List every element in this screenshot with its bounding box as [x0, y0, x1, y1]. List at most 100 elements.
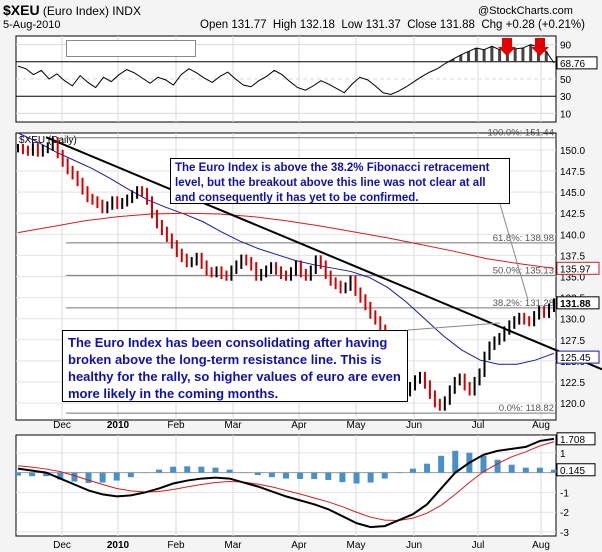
x-tick-label: Feb: [167, 420, 185, 431]
macd-tick-label: -1: [560, 488, 569, 499]
red-arrow-icon: [531, 38, 549, 56]
price-tick-label: 120.0: [560, 399, 585, 410]
ma200-value-box: [556, 261, 600, 275]
macd-histogram-bar: [494, 459, 501, 473]
rsi-tick-label: 50: [560, 75, 572, 86]
macd-histogram-bar: [268, 472, 275, 478]
x-tick-label: Apr: [291, 540, 307, 551]
rsi-last-value: 68.76: [560, 59, 585, 70]
macd-histogram-bar: [409, 468, 416, 473]
macd-histogram-bar: [99, 472, 106, 483]
x-tick-label: Jul: [472, 540, 485, 551]
macd-histogram-bar: [170, 466, 177, 473]
macd-histogram-bar: [424, 463, 431, 473]
x-tick-label: May: [347, 420, 366, 431]
price-tick-label: 140.0: [560, 230, 585, 241]
macd-histogram-bar: [508, 464, 515, 473]
ma200-value-box-text: 135.97: [560, 264, 591, 275]
last-price-box: [556, 296, 600, 310]
fibonacci-annotation: The Euro Index is above the 38.2% Fibona…: [170, 158, 510, 204]
x-tick-label: May: [347, 540, 366, 551]
macd-histogram-bar: [283, 472, 289, 479]
macd-histogram-bar: [381, 472, 388, 479]
macd-histogram-bar: [57, 472, 64, 480]
ma50-value-box-text: 125.45: [560, 353, 591, 364]
ma50-value-box: [556, 350, 600, 364]
macd-last-value: 1.708: [560, 435, 585, 446]
macd-histogram-bar: [127, 472, 134, 478]
resistance-annotation: The Euro Index has been consolidating af…: [62, 330, 408, 402]
watermark: @StockCharts.com: [478, 5, 573, 17]
fib-label: 50.0%: 135.13: [493, 265, 554, 276]
chart-date: 5-Aug-2010: [3, 19, 61, 31]
x-tick-label: Dec: [53, 540, 71, 551]
close-value: Close 131.88: [407, 19, 475, 31]
macd-histogram-bar: [184, 466, 191, 473]
macd-histogram-bar: [551, 469, 557, 473]
fib-label: 0.0%: 118.82: [499, 403, 554, 414]
high-value: High 132.18: [272, 19, 335, 31]
moving-average-200: [17, 212, 555, 269]
x-tick-label: Feb: [167, 540, 185, 551]
macd-histogram-bar: [339, 472, 346, 483]
macd-histogram-bar: [71, 472, 78, 482]
x-tick-label: Aug: [532, 420, 550, 431]
fib-label: 38.2%: 131.28: [493, 298, 554, 309]
macd-hist-last-value-box: [556, 463, 596, 477]
price-tick-label: 122.5: [560, 378, 585, 389]
x-tick-label: Apr: [291, 420, 307, 431]
x-tick-label: Jun: [406, 420, 422, 431]
macd-histogram-bar: [15, 472, 21, 476]
x-tick-label: Jun: [406, 540, 422, 551]
macd-histogram-bar: [226, 469, 233, 473]
macd-histogram-bar: [367, 472, 374, 483]
macd-histogram-bar: [522, 467, 529, 473]
red-arrow-icon: [498, 38, 516, 56]
fib-label: 61.8%: 138.98: [493, 233, 554, 244]
price-tick-label: 130.0: [560, 315, 585, 326]
x-tick-label: 2010: [107, 540, 130, 551]
price-tick-label: 127.5: [560, 336, 585, 347]
price-tick-label: 147.5: [560, 167, 585, 178]
macd-histogram-bar: [325, 472, 332, 480]
macd-histogram-bar: [212, 467, 219, 473]
macd-hist-last-value: 0.145: [560, 466, 585, 477]
ohlc-readout: Open 131.77 High 132.18 Low 131.37 Close…: [200, 19, 585, 31]
price-tick-label: 145.0: [560, 188, 585, 199]
panel-frame-2: [15, 434, 557, 537]
macd-line: [17, 437, 555, 529]
macd-histogram-bar: [536, 467, 543, 473]
annotation-pointer: [407, 322, 501, 331]
price-tick-label: 135.0: [560, 273, 585, 284]
macd-histogram-bar: [254, 472, 261, 476]
price-tick-label: 142.5: [560, 209, 585, 220]
rsi-last-value-box: [556, 56, 598, 70]
macd-histogram-bar: [353, 472, 360, 484]
macd-histogram-bar: [438, 455, 445, 473]
rsi-line: [17, 44, 555, 96]
x-tick-label: Aug: [532, 540, 550, 551]
rsi-tick-label: 30: [560, 92, 572, 103]
macd-last-value-box: [556, 432, 596, 446]
open-value: Open 131.77: [200, 19, 267, 31]
macd-histogram-bar: [156, 469, 163, 473]
rsi-tick-label: 10: [560, 109, 572, 120]
sunshine-profits-logo: [66, 40, 196, 57]
macd-histogram-bar: [311, 472, 318, 479]
macd-histogram-bar: [29, 472, 36, 477]
x-tick-label: Mar: [224, 540, 242, 551]
low-value: Low 131.37: [341, 19, 401, 31]
price-tick-label: 137.5: [560, 251, 585, 262]
macd-histogram-bar: [452, 450, 459, 473]
x-tick-label: Mar: [224, 420, 242, 431]
fib-label: 100.0%: 151.44: [487, 128, 554, 139]
macd-histogram-bar: [198, 466, 205, 473]
macd-histogram-bar: [43, 472, 50, 477]
chart-title: $XEU (Euro Index) INDX: [3, 2, 141, 18]
main-panel-label: $XEU (Daily): [19, 135, 77, 146]
symbol: $XEU: [3, 2, 40, 18]
change-value: Chg +0.28 (+0.21%): [481, 19, 585, 31]
macd-histogram-bar: [113, 472, 120, 481]
